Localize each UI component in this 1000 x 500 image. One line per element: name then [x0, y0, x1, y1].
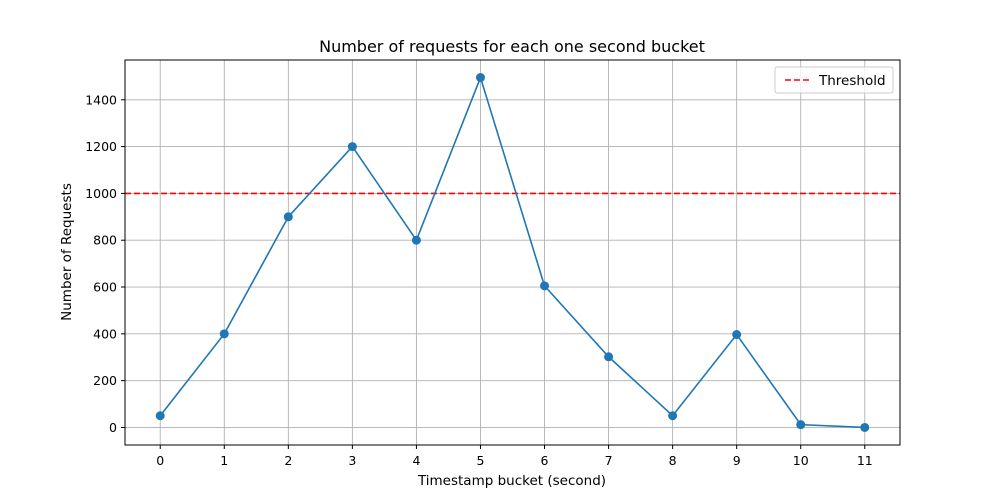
legend: Threshold — [774, 66, 894, 94]
y-tick-label: 1000 — [85, 186, 117, 201]
x-tick-label: 0 — [156, 453, 164, 468]
series-line — [159, 75, 865, 429]
x-tick-label: 6 — [541, 453, 549, 468]
data-point — [540, 281, 550, 291]
data-point — [604, 352, 614, 362]
data-point — [668, 411, 678, 421]
legend-box — [774, 66, 894, 94]
y-tick-label: 0 — [109, 420, 117, 435]
x-tick-label: 5 — [476, 453, 484, 468]
data-point — [283, 212, 293, 222]
x-tick-label: 9 — [733, 453, 741, 468]
x-tick-label: 10 — [793, 453, 809, 468]
y-tick-label: 200 — [93, 373, 117, 388]
y-tick-label: 400 — [93, 326, 117, 341]
x-tick-label: 4 — [412, 453, 420, 468]
series-layer — [155, 73, 870, 432]
data-point — [860, 422, 870, 432]
y-axis-ticks: 0 200 400 600 800 1000 1200 1400 — [85, 92, 125, 435]
y-tick-label: 1400 — [85, 92, 117, 107]
x-tick-label: 2 — [284, 453, 292, 468]
x-axis-label: Timestamp bucket (second) — [417, 473, 606, 489]
data-point — [219, 329, 229, 339]
y-tick-label: 600 — [93, 280, 117, 295]
chart-title: Number of requests for each one second b… — [319, 37, 705, 56]
x-tick-label: 8 — [669, 453, 677, 468]
grid — [125, 60, 900, 445]
y-axis-label: Number of Requests — [59, 183, 75, 321]
x-tick-label: 1 — [220, 453, 228, 468]
data-point — [475, 73, 485, 83]
data-point — [155, 411, 165, 421]
data-point — [347, 142, 357, 152]
x-tick-label: 11 — [857, 453, 873, 468]
data-point — [796, 420, 806, 430]
x-tick-label: 3 — [348, 453, 356, 468]
legend-threshold-label: Threshold — [818, 73, 886, 89]
plot-area — [124, 59, 901, 446]
x-tick-label: 7 — [605, 453, 613, 468]
y-tick-label: 800 — [93, 233, 117, 248]
data-point — [411, 235, 421, 245]
x-axis-ticks: 0 1 2 3 4 5 6 7 8 9 10 11 — [156, 445, 873, 468]
y-tick-label: 1200 — [85, 139, 117, 154]
data-point — [732, 330, 742, 340]
